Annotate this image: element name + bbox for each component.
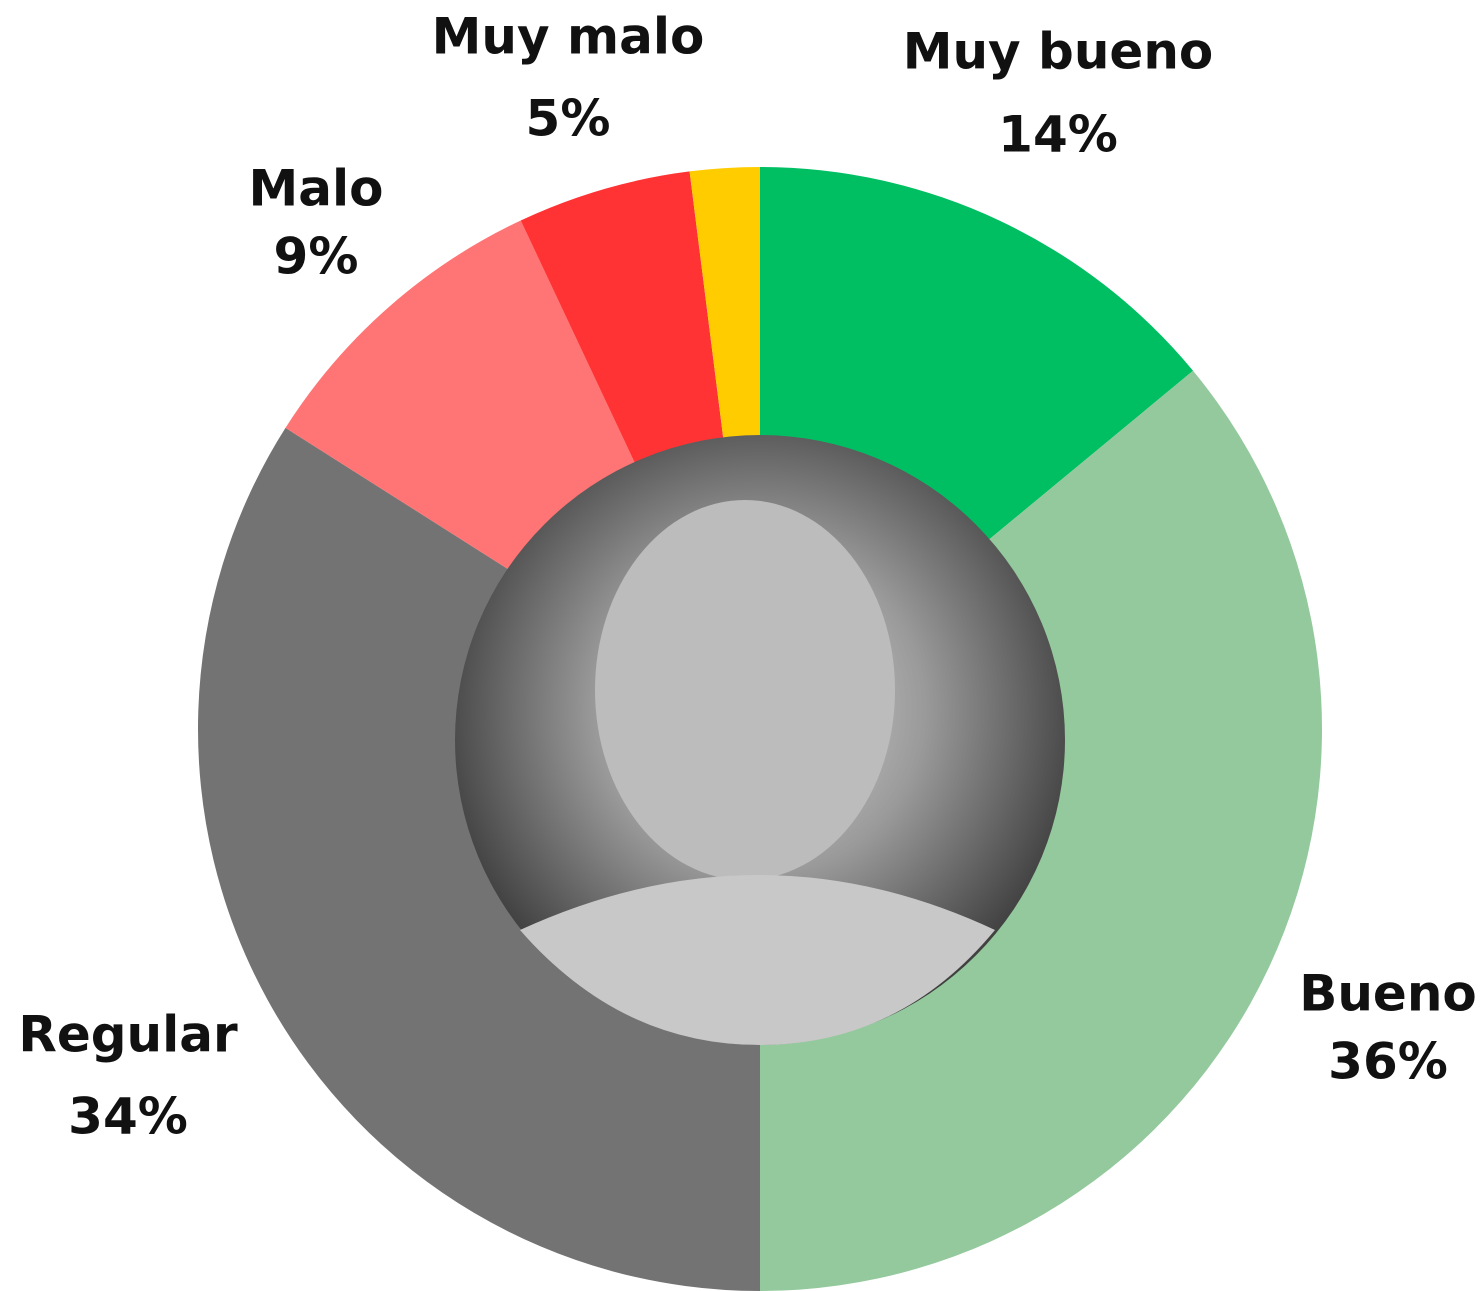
page: Muy bueno 14% Bueno 36% Regular 34% Malo 9% Muy …: [0, 0, 1483, 1291]
slice-label: Muy malo: [432, 8, 705, 66]
slice-label: Regular: [18, 1006, 238, 1064]
slice-label: Bueno: [1299, 965, 1477, 1023]
value-label: 14%: [998, 106, 1118, 164]
chart: Muy bueno 14% Bueno 36% Regular 34% Malo 9% Muy …: [0, 0, 1483, 1291]
slice-label: Muy bueno: [903, 23, 1214, 81]
slice-label: Malo: [249, 160, 384, 218]
value-label: 5%: [526, 90, 611, 148]
photo-face: [595, 500, 895, 880]
value-label: 9%: [274, 228, 359, 286]
value-label: 34%: [68, 1088, 188, 1146]
value-label: 36%: [1328, 1033, 1448, 1091]
